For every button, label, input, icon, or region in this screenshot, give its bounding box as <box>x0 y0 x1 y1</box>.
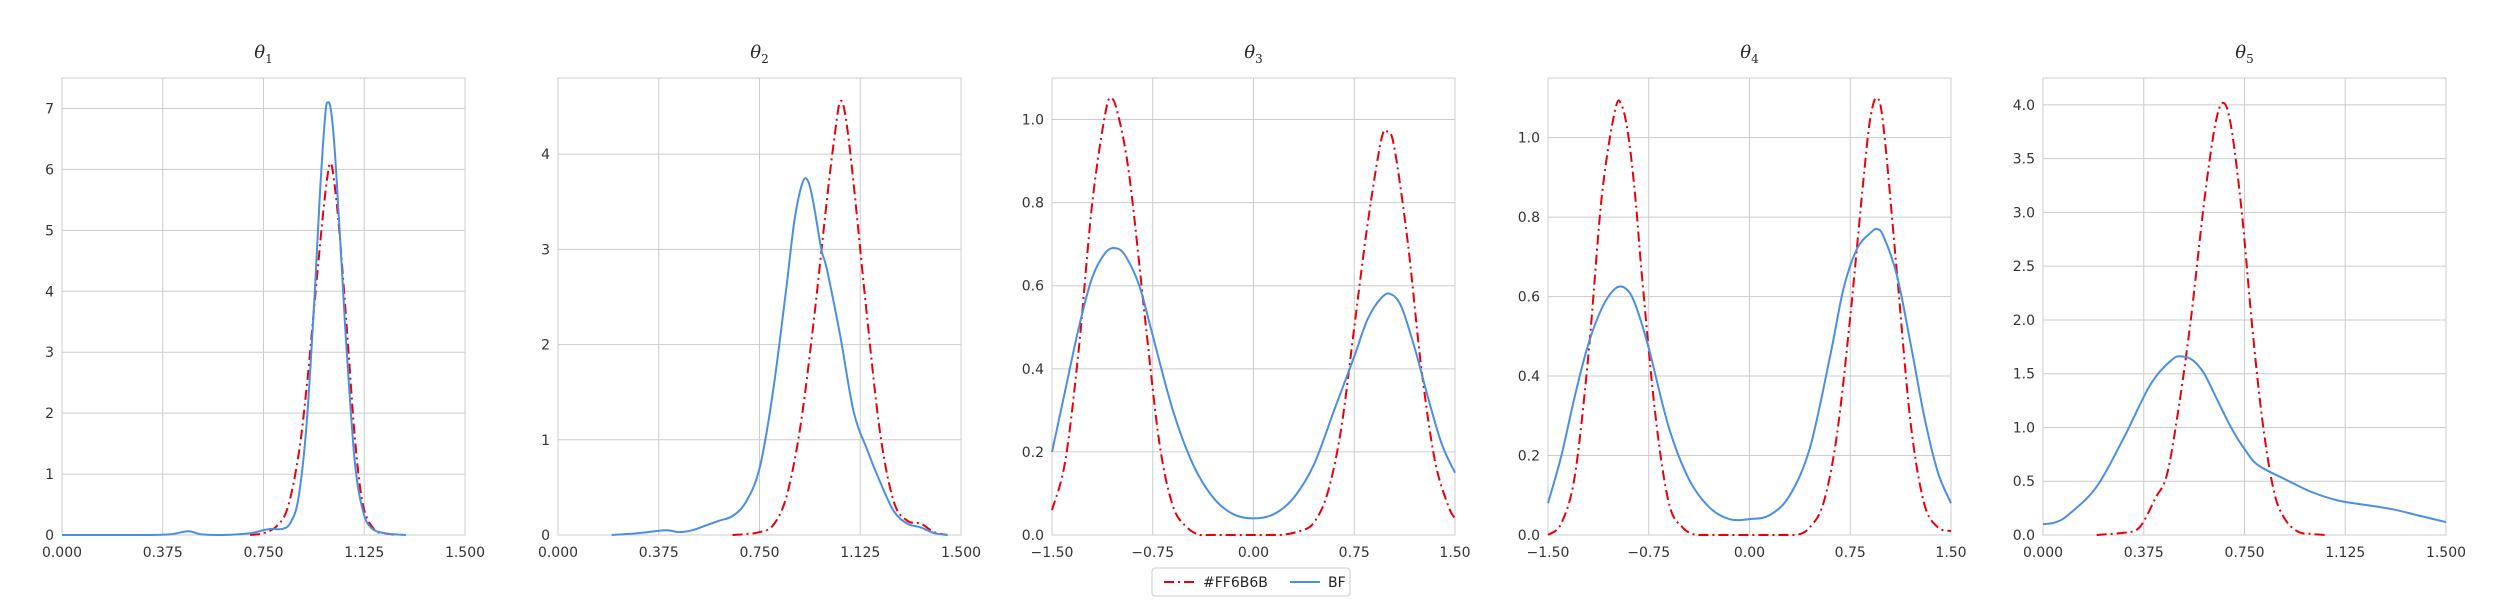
y-tick-label: 0.2 <box>1518 449 1540 465</box>
x-tick-label: 0.75 <box>1835 545 1866 561</box>
title-subscript: 4 <box>1751 52 1759 66</box>
subplot-title: θ4 <box>1740 42 1759 66</box>
subplot-3: −1.50 −0.75 0.00 0.75 1.50 0.0 0.2 0.4 0.6 0.8 1.0… <box>1022 42 1471 561</box>
subplot-title: θ2 <box>750 42 768 66</box>
x-tick-label: 0.375 <box>639 545 679 561</box>
title-symbol: θ <box>254 42 265 63</box>
title-subscript: 1 <box>265 52 273 66</box>
x-tick-label: 1.500 <box>941 545 981 561</box>
title-symbol: θ <box>750 42 761 63</box>
subplot-4: −1.50 −0.75 0.00 0.75 1.50 0.0 0.2 0.4 0.6 0.8 1.0… <box>1518 42 1967 561</box>
legend: #FF6B6B BF <box>1151 567 1351 597</box>
x-tick-label: 0.000 <box>2023 545 2063 561</box>
series-line-a <box>249 162 398 536</box>
x-tick-label: 1.125 <box>2325 545 2365 561</box>
y-tick-label: 0.0 <box>1518 528 1540 544</box>
y-tick-label: 0.8 <box>1022 196 1044 212</box>
x-tick-label: 1.500 <box>445 545 485 561</box>
y-tick-label: 0.4 <box>1518 369 1540 385</box>
x-tick-label: 0.00 <box>1238 545 1269 561</box>
subplot-title: θ5 <box>2235 42 2253 66</box>
y-tick-label: 0.0 <box>1022 528 1044 544</box>
y-tick-label: 2.5 <box>2013 259 2035 275</box>
axes-frame <box>2042 77 2447 536</box>
x-tick-label: −1.50 <box>1031 545 1074 561</box>
y-tick-label: 1 <box>541 433 550 449</box>
y-tick-label: 0.5 <box>2013 474 2035 490</box>
x-tick-label: 1.50 <box>1935 545 1966 561</box>
series-line-a <box>1051 96 1456 536</box>
legend-label-series-a: #FF6B6B <box>1203 575 1268 591</box>
y-tick-label: 1.0 <box>2013 420 2035 436</box>
y-tick-label: 1.0 <box>1518 131 1540 147</box>
x-tick-label: 0.750 <box>243 545 283 561</box>
legend-label-series-b: BF <box>1328 575 1346 591</box>
y-tick-label: 0.8 <box>1518 210 1540 226</box>
y-tick-label: 6 <box>45 162 54 178</box>
y-tick-label: 4.0 <box>2013 98 2035 114</box>
y-tick-label: 5 <box>45 223 54 239</box>
x-tick-label: 0.375 <box>2124 545 2164 561</box>
x-tick-label: 1.500 <box>2426 545 2466 561</box>
title-subscript: 3 <box>1255 52 1263 66</box>
x-tick-label: 1.50 <box>1439 545 1470 561</box>
title-symbol: θ <box>1740 42 1751 63</box>
title-subscript: 2 <box>761 52 769 66</box>
y-tick-label: 0.4 <box>1022 362 1044 378</box>
y-tick-label: 0.6 <box>1518 290 1540 306</box>
y-tick-label: 0.6 <box>1022 279 1044 295</box>
x-tick-label: 1.125 <box>840 545 880 561</box>
series-line-b <box>62 101 406 536</box>
series-line-b <box>611 177 948 536</box>
axes-frame <box>557 77 962 536</box>
y-tick-label: 2 <box>541 338 550 354</box>
legend-frame <box>1151 567 1351 597</box>
y-tick-label: 4 <box>45 284 54 300</box>
y-tick-label: 4 <box>541 147 550 163</box>
y-tick-label: 7 <box>45 101 54 117</box>
x-tick-label: 0.000 <box>42 545 82 561</box>
title-symbol: θ <box>2235 42 2246 63</box>
x-tick-label: −0.75 <box>1131 545 1174 561</box>
title-symbol: θ <box>1244 42 1255 63</box>
x-tick-label: 0.00 <box>1734 545 1765 561</box>
y-tick-label: 3.0 <box>2013 205 2035 221</box>
subplot-title: θ1 <box>254 42 272 66</box>
y-tick-label: 2 <box>45 406 54 422</box>
axes-frame <box>61 77 466 536</box>
y-tick-label: 0 <box>45 528 54 544</box>
x-tick-label: 0.375 <box>143 545 183 561</box>
subplot-5: 0.000 0.375 0.750 1.125 1.500 0.0 0.5 1.0 1.5 2.0… <box>2013 42 2466 561</box>
x-tick-label: 0.750 <box>739 545 779 561</box>
series-line-b <box>1547 227 1952 522</box>
series-line-a <box>2096 101 2326 536</box>
axes-frame <box>1547 77 1952 536</box>
series-line-b <box>2042 355 2447 526</box>
x-tick-label: 0.75 <box>1339 545 1370 561</box>
y-tick-label: 1.0 <box>1022 113 1044 129</box>
x-tick-label: −1.50 <box>1527 545 1570 561</box>
y-tick-label: 0.2 <box>1022 445 1044 461</box>
series-line-a <box>1547 96 1952 536</box>
x-tick-label: 0.750 <box>2224 545 2264 561</box>
y-tick-label: 0.0 <box>2013 528 2035 544</box>
y-tick-label: 0 <box>541 528 550 544</box>
series-line-a <box>732 99 948 536</box>
x-tick-label: 1.125 <box>344 545 384 561</box>
y-tick-label: 1.5 <box>2013 367 2035 383</box>
subplot-grid: 0.000 0.375 0.750 1.125 1.50001234567θ10.000… <box>42 42 2466 561</box>
series-line-b <box>1051 246 1456 520</box>
y-tick-label: 3.5 <box>2013 152 2035 168</box>
x-tick-label: 0.000 <box>538 545 578 561</box>
y-tick-label: 3 <box>541 242 550 258</box>
subplot-title: θ3 <box>1244 42 1262 66</box>
y-tick-label: 2.0 <box>2013 313 2035 329</box>
title-subscript: 5 <box>2246 52 2254 66</box>
y-tick-label: 1 <box>45 467 54 483</box>
x-tick-label: −0.75 <box>1627 545 1670 561</box>
y-tick-label: 3 <box>45 345 54 361</box>
